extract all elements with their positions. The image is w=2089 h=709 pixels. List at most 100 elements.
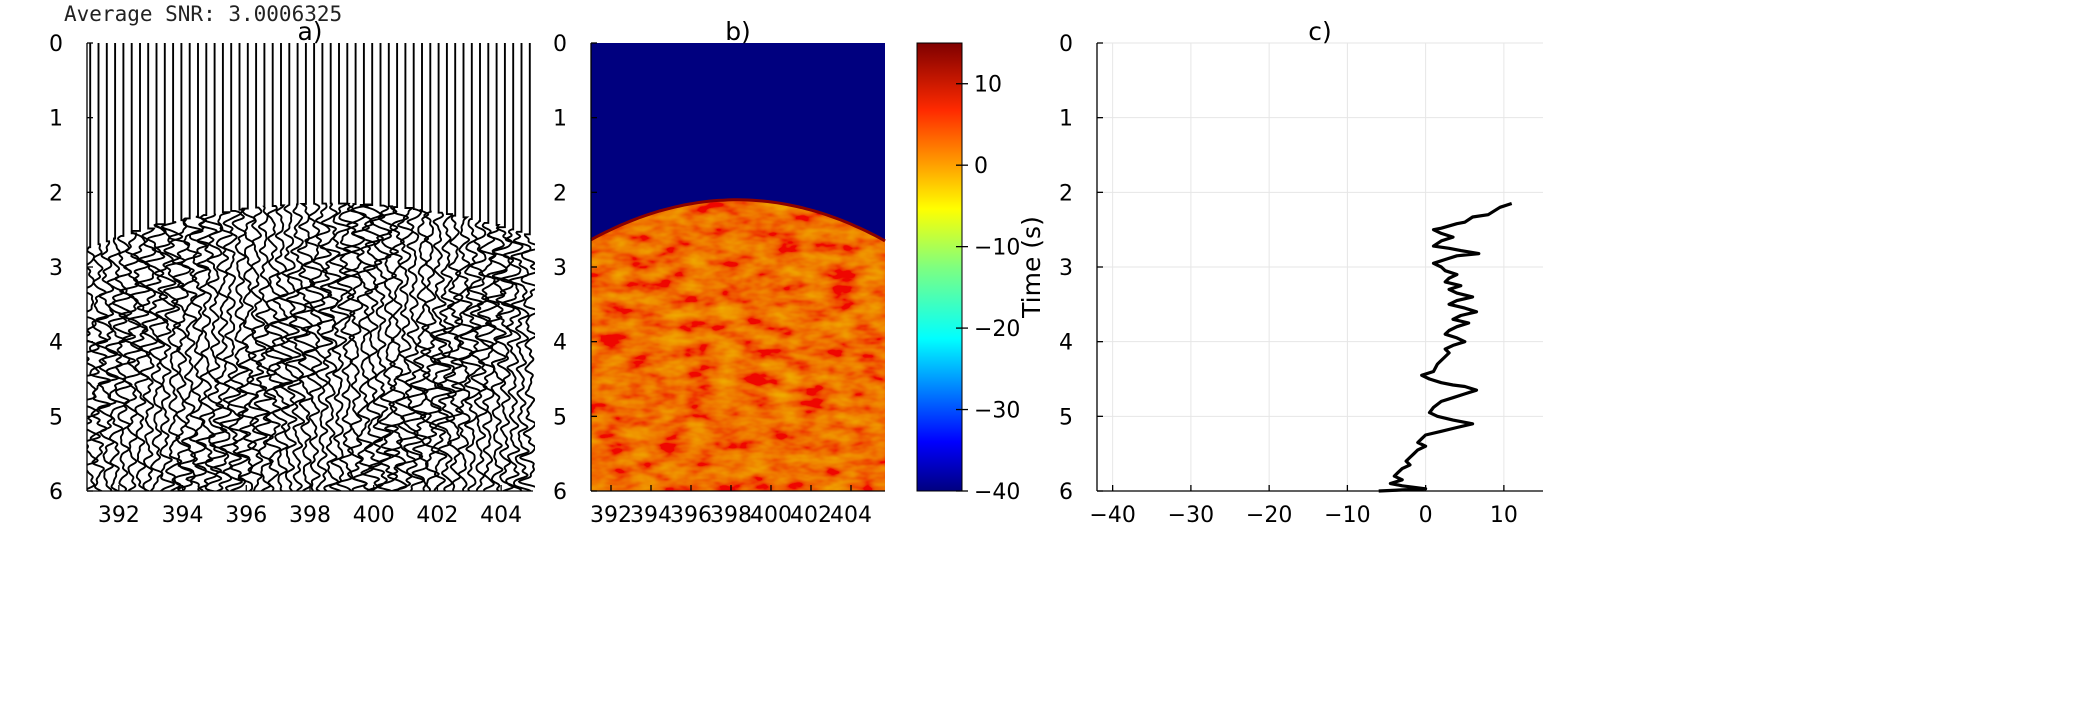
y-tick-label: 2 [553, 181, 567, 206]
seismic-trace [227, 43, 252, 491]
y-tick-label: 4 [49, 331, 63, 356]
panel-c-grid [1097, 42, 1543, 492]
colorbar-tick-label: −40 [974, 480, 1020, 505]
seismic-trace [143, 43, 169, 491]
y-tick-label: 6 [553, 480, 567, 505]
panel-a-seismic-traces: 0 1 2 3 4 5 6 392 394 396 398 400 402 404 a) [49, 17, 535, 528]
x-tick-label: 394 [162, 503, 204, 528]
panel-c-line-plot: 0 1 2 3 4 5 6 −40 −30 −20 −10 0 10 c) [1059, 17, 1543, 528]
x-tick-label: −40 [1089, 503, 1135, 528]
seismic-trace [276, 43, 302, 491]
colorbar-tick-label: 10 [974, 73, 1002, 98]
seismic-trace [335, 43, 362, 491]
seismic-trace [429, 43, 453, 491]
colorbar-gradient [916, 42, 963, 492]
seismic-trace [517, 43, 535, 488]
y-tick-label: 0 [553, 32, 567, 57]
seismic-trace [118, 43, 144, 491]
x-tick-label: 404 [830, 503, 872, 528]
seismic-trace [88, 43, 112, 491]
panel-b-title: b) [725, 17, 751, 46]
x-tick-label: 396 [670, 503, 712, 528]
y-tick-label: 2 [49, 181, 63, 206]
panel-a-title: a) [297, 17, 322, 46]
y-tick-label: 5 [553, 405, 567, 430]
seismic-trace [366, 43, 393, 491]
y-tick-label: 0 [49, 32, 63, 57]
seismic-trace [508, 43, 532, 491]
x-tick-label: 0 [1419, 503, 1433, 528]
y-tick-label: 1 [553, 107, 567, 132]
seismic-trace [375, 43, 401, 491]
y-tick-label: 3 [49, 256, 63, 281]
seismic-trace [359, 43, 385, 491]
seismic-trace [441, 43, 466, 491]
y-tick-label: 5 [49, 405, 63, 430]
seismic-trace [246, 43, 270, 491]
panel-c-title: c) [1308, 17, 1332, 46]
panel-c-axes: 0 1 2 3 4 5 6 −40 −30 −20 −10 0 10 [1059, 32, 1543, 528]
seismic-trace [235, 43, 260, 491]
seismic-trace [167, 43, 194, 491]
panel-b-heat-region [591, 199, 885, 491]
y-tick-label: 5 [1059, 405, 1073, 430]
seismic-trace [491, 43, 515, 491]
seismic-trace [134, 43, 159, 491]
x-tick-label: 398 [289, 503, 331, 528]
seismic-trace [127, 43, 152, 491]
seismic-trace [317, 43, 342, 491]
colorbar-tick-label: −10 [974, 236, 1020, 261]
y-tick-label: 1 [49, 107, 63, 132]
panel-a-trace-group [87, 43, 535, 491]
seismic-trace [419, 43, 444, 491]
y-tick-label: 1 [1059, 107, 1073, 132]
seismic-trace [284, 43, 308, 491]
y-tick-label: 4 [1059, 331, 1073, 356]
x-tick-label: 10 [1490, 503, 1518, 528]
x-tick-label: 400 [750, 503, 792, 528]
colorbar-tick-label: −20 [974, 317, 1020, 342]
colorbar: 10 0 −10 −20 −30 −40 Time (s) [916, 42, 1046, 505]
x-tick-label: −10 [1324, 503, 1370, 528]
x-tick-label: −30 [1168, 503, 1214, 528]
seismic-trace [202, 43, 228, 491]
seismic-trace [209, 43, 234, 491]
seismic-trace [394, 43, 419, 491]
seismic-trace [342, 43, 369, 491]
panel-a-axes: 0 1 2 3 4 5 6 392 394 396 398 400 402 404 [49, 32, 533, 528]
colorbar-ticks: 10 0 −10 −20 −30 −40 [956, 73, 1020, 505]
x-tick-label: −20 [1246, 503, 1292, 528]
seismic-trace [111, 43, 137, 491]
x-tick-label: 392 [590, 503, 632, 528]
panel-b-arrival-boundary [590, 198, 886, 243]
y-tick-label: 6 [1059, 480, 1073, 505]
colorbar-tick-label: −30 [974, 399, 1020, 424]
y-tick-label: 0 [1059, 32, 1073, 57]
x-tick-label: 396 [225, 503, 267, 528]
seismic-trace [160, 43, 187, 491]
x-tick-label: 398 [710, 503, 752, 528]
seismic-trace [94, 43, 120, 491]
y-tick-label: 4 [553, 331, 567, 356]
y-tick-label: 3 [1059, 256, 1073, 281]
seismic-trace [268, 43, 294, 491]
seismic-trace [253, 43, 278, 491]
x-tick-label: 400 [353, 503, 395, 528]
x-tick-label: 402 [416, 503, 458, 528]
x-tick-label: 402 [790, 503, 832, 528]
seismic-trace [499, 43, 524, 491]
x-tick-label: 404 [480, 503, 522, 528]
colorbar-label: Time (s) [1017, 216, 1046, 319]
seismic-trace [177, 43, 204, 491]
y-tick-label: 2 [1059, 181, 1073, 206]
colorbar-tick-label: 0 [974, 154, 988, 179]
average-snr-readout: Average SNR: 3.0006325 [64, 2, 343, 26]
seismic-trace [218, 43, 243, 491]
y-tick-label: 6 [49, 480, 63, 505]
seismic-trace [467, 43, 493, 491]
y-tick-label: 3 [553, 256, 567, 281]
seismic-trace [475, 43, 500, 491]
